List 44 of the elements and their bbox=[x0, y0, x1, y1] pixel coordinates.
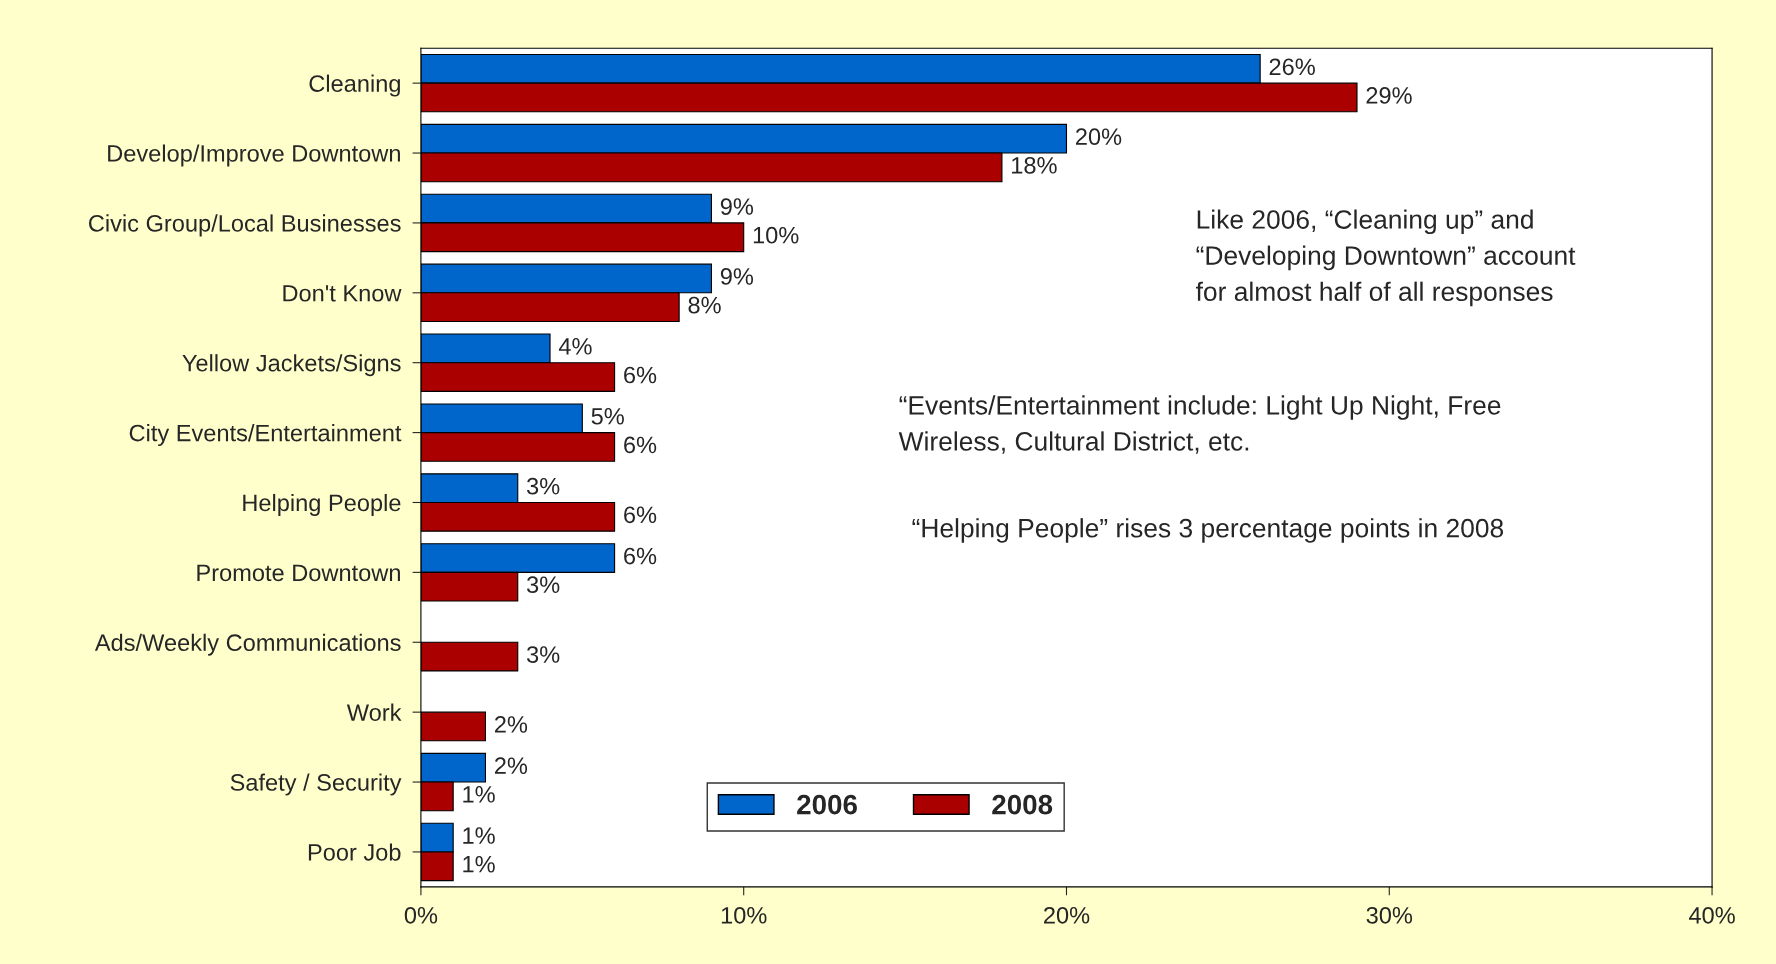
data-label: 9% bbox=[720, 268, 754, 285]
y-tick-label: Work bbox=[346, 703, 402, 721]
data-label: 6% bbox=[624, 506, 657, 524]
data-label: 1% bbox=[463, 827, 495, 844]
data-label: 2% bbox=[494, 757, 528, 774]
y-tick-label: Helping People bbox=[243, 493, 401, 516]
x-tick-label: 20% bbox=[1044, 906, 1090, 924]
data-label: 3% bbox=[526, 576, 560, 594]
x-tick-label: 0% bbox=[404, 906, 438, 924]
data-label: 6% bbox=[624, 547, 657, 565]
y-tick-label: Cleaning bbox=[309, 74, 400, 97]
data-label: 5% bbox=[591, 407, 624, 425]
y-tick-label: Don't Know bbox=[283, 285, 402, 302]
data-label: 20% bbox=[1076, 128, 1122, 146]
data-label: 18% bbox=[1012, 156, 1057, 174]
data-label: 4% bbox=[558, 338, 592, 355]
data-label: 6% bbox=[624, 366, 657, 384]
data-label: 3% bbox=[526, 646, 560, 663]
data-label: 1% bbox=[463, 855, 495, 873]
data-label: 29% bbox=[1366, 87, 1412, 104]
x-tick-label: 10% bbox=[721, 906, 767, 924]
y-tick-label: Safety / Security bbox=[230, 773, 402, 796]
data-label: 9% bbox=[720, 198, 754, 215]
legend-label: 2008 bbox=[992, 794, 1053, 815]
y-tick-label: City Events/Entertainment bbox=[129, 424, 402, 447]
y-tick-label: Yellow Jackets/Signs bbox=[182, 354, 401, 377]
y-tick-label: Civic Group/Local Businesses bbox=[89, 214, 401, 237]
data-label: 6% bbox=[624, 436, 657, 454]
y-tick-label: Poor Job bbox=[308, 843, 401, 861]
annotation: “Events/Entertainment include: Light Up Night, Free Wireless, Cultural District, etc. bbox=[898, 395, 1501, 454]
data-label: 10% bbox=[753, 226, 799, 244]
data-label: 26% bbox=[1269, 58, 1315, 76]
data-label: 3% bbox=[526, 477, 560, 495]
x-tick-label: 40% bbox=[1688, 906, 1735, 924]
x-tick-label: 30% bbox=[1366, 906, 1413, 924]
annotation: “Helping People” rises 3 percentage points in 2008 bbox=[912, 518, 1504, 543]
data-label: 1% bbox=[463, 786, 495, 803]
y-tick-label: Develop/Improve Downtown bbox=[108, 144, 400, 167]
y-tick-label: Promote Downtown bbox=[197, 564, 400, 582]
annotation: Like 2006, “Cleaning up” and “Developing Downtown” account for almost half of all responses bbox=[1195, 209, 1576, 307]
y-tick-label: Ads/Weekly Communications bbox=[94, 633, 401, 656]
data-label: 8% bbox=[688, 296, 721, 314]
legend-label: 2006 bbox=[797, 794, 857, 815]
data-label: 2% bbox=[494, 716, 528, 733]
